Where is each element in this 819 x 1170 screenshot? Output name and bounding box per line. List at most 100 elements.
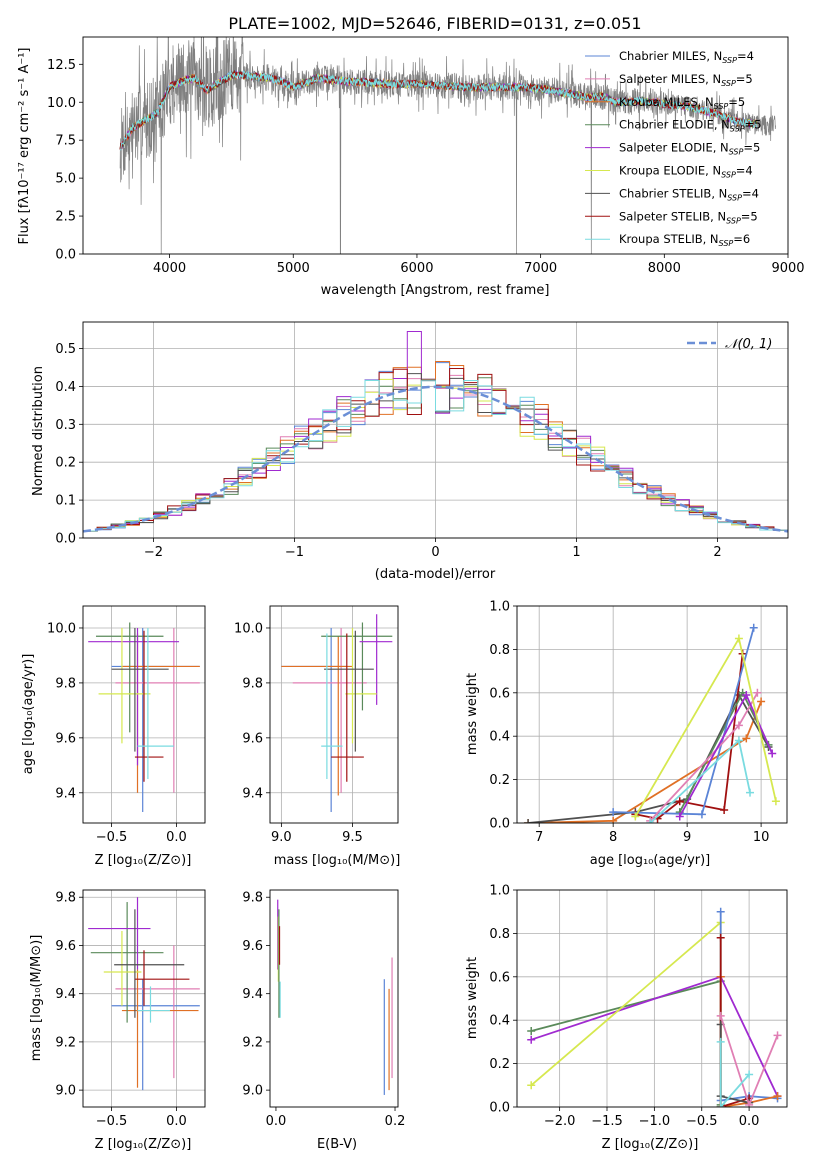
errorbar-point: [331, 633, 364, 782]
weight-vs-z-plot-area: [527, 907, 782, 1107]
weight-marker: [742, 734, 751, 743]
spectrum-ytick-label: 7.5: [55, 134, 76, 149]
mass-vs-z-ytick-label: 9.4: [55, 987, 76, 1002]
weight-marker: [742, 690, 751, 699]
weight-vs-z-xtick-label: 0.0: [739, 1114, 760, 1129]
weight-vs-age-frame: [516, 605, 788, 824]
spectrum-xtick-label: 6000: [400, 261, 433, 276]
weight-marker: [773, 1092, 782, 1101]
weight-marker: [527, 1081, 536, 1090]
spectrum-xtick-label: 5000: [277, 261, 310, 276]
mass-vs-ebv-ytick-label: 9.8: [242, 891, 263, 906]
errorbar-point: [115, 945, 200, 1079]
errorbar-point: [111, 979, 200, 1091]
age-vs-mass-ytick-label: 9.6: [242, 731, 263, 746]
residuals-ytick-label: 0.1: [55, 494, 76, 509]
weight-vs-z-ytick-label: 0.0: [489, 1101, 510, 1116]
age-vs-z-ytick-label: 9.4: [55, 786, 76, 801]
mass-vs-z-ytick-label: 9.8: [55, 891, 76, 906]
weight-marker: [646, 819, 655, 823]
spectrum-ytick-label: 10.0: [47, 96, 76, 111]
weight-vs-z-ytick-label: 1.0: [489, 884, 510, 899]
residuals-ytick-label: 0.0: [55, 532, 76, 547]
weight-marker: [757, 697, 766, 706]
weight-vs-age-xtick-label: 10: [753, 830, 770, 845]
weight-marker: [631, 812, 640, 821]
weight-marker: [697, 810, 706, 819]
spectrum-ytick-label: 0.0: [55, 248, 76, 263]
spectrum-plot-area: [119, 37, 776, 254]
errorbar-point: [281, 636, 353, 796]
mass-vs-z-ylabel: mass [log₁₀(M/M⊙)]: [29, 935, 44, 1062]
age-vs-z-frame: [82, 605, 206, 824]
errorbar-point: [90, 902, 164, 1023]
weight-vs-age-ytick-label: 0.2: [489, 773, 510, 788]
errorbar-point: [134, 630, 164, 782]
weight-vs-z-xtick-label: −1.0: [639, 1114, 671, 1129]
weight-vs-age-ytick-label: 0.8: [489, 643, 510, 658]
age-vs-z-marks: −0.5 0.0 9.4 9.6 9.8 10.0: [47, 605, 206, 845]
weight-marker: [745, 1100, 754, 1107]
mass-vs-ebv-xlabel: E(B-V): [317, 1137, 357, 1152]
weight-vs-z-panel: −2.0 −1.5 −1.0 −0.5 0.0 0.0 0.2 0.4 0.6 0.8 1.0 Z …: [465, 884, 788, 1152]
spectrum-marks: 4000 5000 6000 7000 8000 9000 0.0 2.5 5.0 7.5 10.0…: [47, 36, 805, 276]
weight-vs-z-ylabel: mass weight: [465, 957, 480, 1039]
age-vs-z-xtick-label: 0.0: [166, 830, 187, 845]
age-vs-mass-marks: 9.0 9.5 9.4 9.6 9.8 10.0: [234, 605, 399, 845]
weight-marker: [527, 1027, 536, 1036]
age-vs-z-ylabel: age [log₁₀(age/yr)]: [21, 654, 36, 775]
weight-vs-z-marks: −2.0 −1.5 −1.0 −0.5 0.0 0.0 0.2 0.4 0.6 0.8 1.0: [489, 884, 788, 1129]
weight-vs-age-ytick-label: 0.6: [489, 686, 510, 701]
weight-vs-age-marks: 7 8 9 10 0.0 0.2 0.4 0.6 0.8 1.0: [489, 600, 788, 845]
spectrum-panel: 4000 5000 6000 7000 8000 9000 0.0 2.5 5.0 7.5 10.0…: [17, 36, 805, 298]
weight-marker: [609, 808, 618, 817]
mass-vs-ebv-ytick-label: 9.4: [242, 987, 263, 1002]
mass-vs-ebv-panel: 0.0 0.2 9.0 9.2 9.4 9.6 9.8 E(B-V): [242, 889, 405, 1152]
weight-vs-age-xtick-label: 9: [683, 830, 691, 845]
mass-vs-z-ytick-label: 9.2: [55, 1035, 76, 1050]
weight-vs-age-xtick-label: 8: [609, 830, 617, 845]
residuals-xtick-label: 1: [572, 545, 580, 560]
age-vs-mass-ytick-label: 9.8: [242, 676, 263, 691]
errorbar-point: [114, 909, 185, 1018]
age-vs-mass-xtick-label: 9.0: [271, 830, 292, 845]
errorbar-point: [137, 627, 174, 780]
age-vs-mass-panel: 9.0 9.5 9.4 9.6 9.8 10.0 mass [log₁₀(M/M⊙)]: [234, 605, 400, 868]
weight-marker: [768, 749, 777, 758]
residuals-panel: −2 −1 0 1 2 0.0 0.1 0.2 0.3 0.4 0.5 (data-model)/e…: [31, 321, 789, 582]
errorbar-point: [359, 614, 393, 705]
age-vs-z-ytick-label: 10.0: [47, 621, 76, 636]
legend-label: Salpeter MILES, NSSP=5: [619, 72, 753, 88]
weight-vs-age-ylabel: mass weight: [465, 673, 480, 755]
legend-label: Chabrier STELIB, NSSP=4: [619, 186, 759, 202]
spectrum-model-line: [119, 69, 758, 151]
spectrum-ylabel: Flux [fλ10⁻¹⁷ erg cm⁻² s⁻¹ A⁻¹]: [17, 48, 32, 245]
weight-marker: [771, 797, 780, 806]
residuals-plot-area: [83, 331, 788, 533]
weight-vs-age-ytick-label: 0.0: [489, 817, 510, 832]
weight-marker: [720, 805, 729, 814]
age-vs-z-xtick-label: −0.5: [96, 830, 128, 845]
weight-vs-age-panel: 7 8 9 10 0.0 0.2 0.4 0.6 0.8 1.0 age [log₁₀(age/y…: [465, 600, 788, 868]
age-vs-mass-ytick-label: 10.0: [234, 621, 263, 636]
mass-vs-z-frame: [82, 889, 206, 1108]
weight-marker: [734, 721, 743, 730]
weight-marker: [716, 933, 725, 942]
spectrum-ytick-label: 5.0: [55, 172, 76, 187]
mass-vs-z-xtick-label: −0.5: [96, 1114, 128, 1129]
mass-vs-z-xtick-label: 0.0: [166, 1114, 187, 1129]
residuals-legend: 𝒩(0, 1): [687, 337, 772, 352]
errorbar-point: [321, 633, 343, 780]
errorbar-point: [88, 627, 180, 766]
errorbar-point: [98, 627, 151, 744]
errorbar-point: [134, 950, 190, 1006]
legend-label: Salpeter ELODIE, NSSP=5: [619, 141, 760, 157]
errorbar-point: [95, 622, 164, 733]
weight-vs-z-ytick-label: 0.8: [489, 927, 510, 942]
weight-vs-age-xtick-label: 7: [535, 830, 543, 845]
weight-vs-age-ytick-label: 1.0: [489, 600, 510, 615]
spectrum-ytick-label: 12.5: [47, 58, 76, 73]
mass-vs-ebv-frame: [269, 889, 399, 1108]
residuals-marks: −2 −1 0 1 2 0.0 0.1 0.2 0.3 0.4 0.5: [55, 321, 789, 560]
